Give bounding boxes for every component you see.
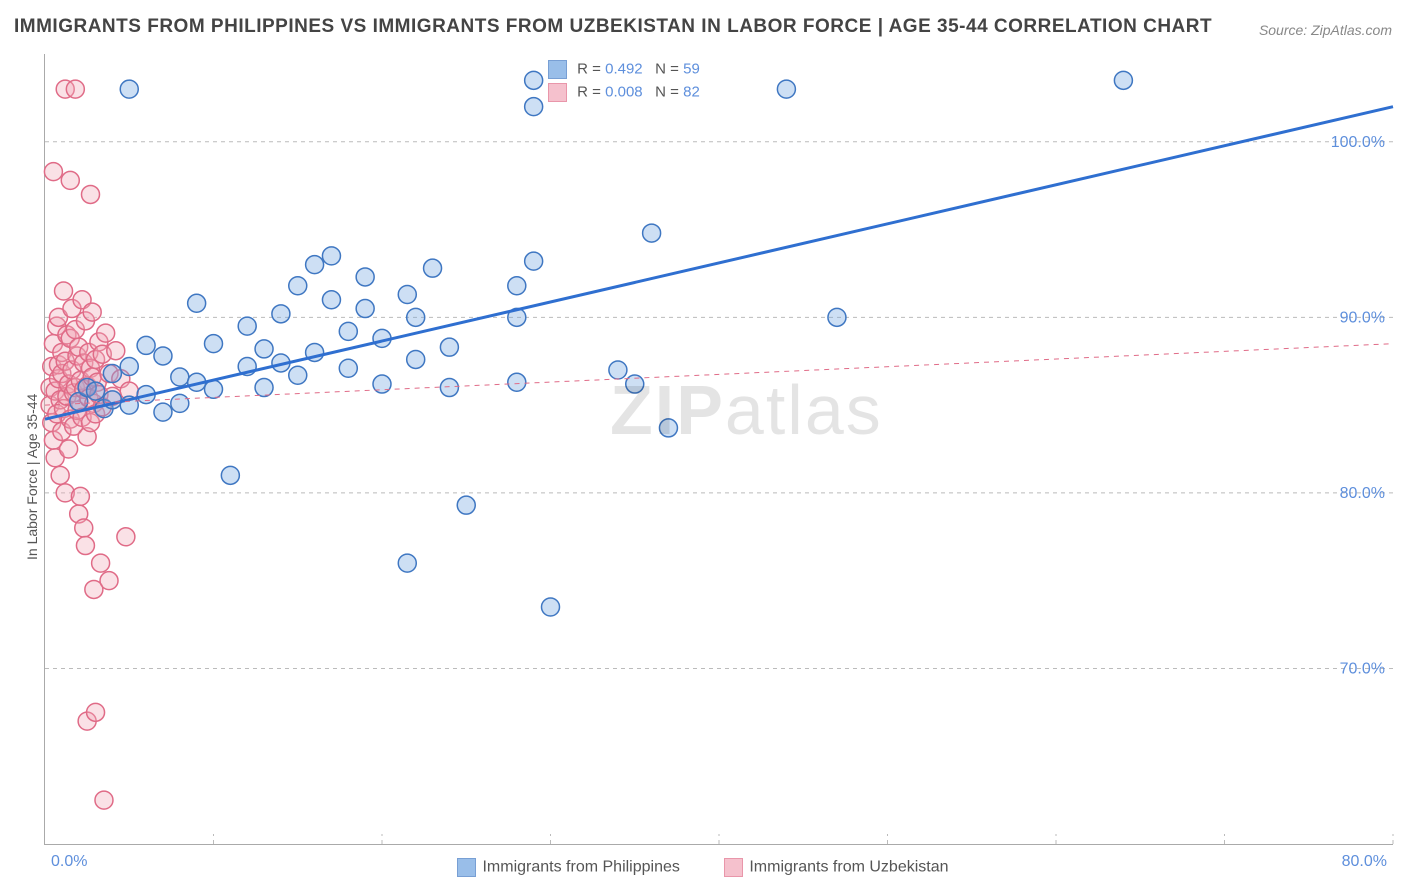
bottom-legend: Immigrants from Philippines Immigrants f… <box>0 858 1406 877</box>
legend-swatch-b-bottom <box>724 858 743 877</box>
source-label: Source: ZipAtlas.com <box>1259 22 1392 38</box>
y-axis-label: In Labor Force | Age 35-44 <box>24 394 40 560</box>
stats-legend: R = 0.492 N = 59 R = 0.008 N = 82 <box>548 60 700 102</box>
svg-text:100.0%: 100.0% <box>1331 134 1385 151</box>
r-value-b: 0.008 <box>605 83 643 100</box>
n-value-b: 82 <box>683 83 700 100</box>
svg-text:80.0%: 80.0% <box>1340 485 1385 502</box>
chart-title: IMMIGRANTS FROM PHILIPPINES VS IMMIGRANT… <box>14 16 1212 38</box>
legend-swatch-a <box>548 60 567 79</box>
scatter-plot: 70.0%80.0%90.0%100.0% 0.0%80.0% <box>44 54 1393 845</box>
legend-swatch-b <box>548 83 567 102</box>
series-a-label: Immigrants from Philippines <box>482 859 679 876</box>
series-b-label: Immigrants from Uzbekistan <box>749 859 948 876</box>
svg-text:90.0%: 90.0% <box>1340 309 1385 326</box>
r-value-a: 0.492 <box>605 60 643 77</box>
n-value-a: 59 <box>683 60 700 77</box>
legend-swatch-a-bottom <box>457 858 476 877</box>
svg-text:70.0%: 70.0% <box>1340 660 1385 677</box>
